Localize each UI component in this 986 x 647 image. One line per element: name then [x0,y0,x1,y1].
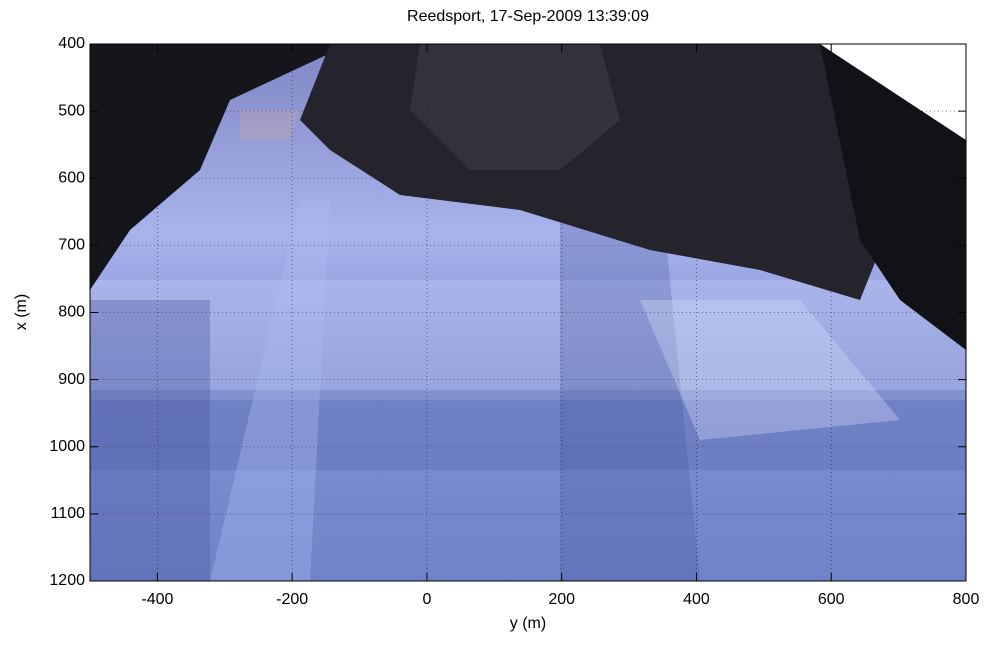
x-tick-label: 400 [683,591,710,608]
y-tick-label: 600 [58,169,85,186]
x-tick-label: -200 [276,591,308,608]
y-tick-label: 700 [58,237,85,254]
y-tick-label: 1100 [51,505,86,522]
x-tick-label: 600 [818,591,845,608]
y-axis-label: x (m) [13,294,30,330]
x-tick-label: 200 [548,591,575,608]
y-tick-label: 400 [58,35,85,52]
rectified-image [90,44,966,581]
x-tick-label: 0 [422,591,431,608]
y-tick-label: 1000 [49,438,85,455]
y-tick-label: 500 [58,102,85,119]
y-tick-label: 1200 [49,572,85,589]
x-tick-label: -400 [141,591,173,608]
x-axis-label: y (m) [510,615,546,632]
y-tick-label: 900 [58,371,85,388]
x-tick-label: 800 [953,591,980,608]
y-tick-label: 800 [58,304,85,321]
chart-title: Reedsport, 17-Sep-2009 13:39:09 [407,8,649,25]
